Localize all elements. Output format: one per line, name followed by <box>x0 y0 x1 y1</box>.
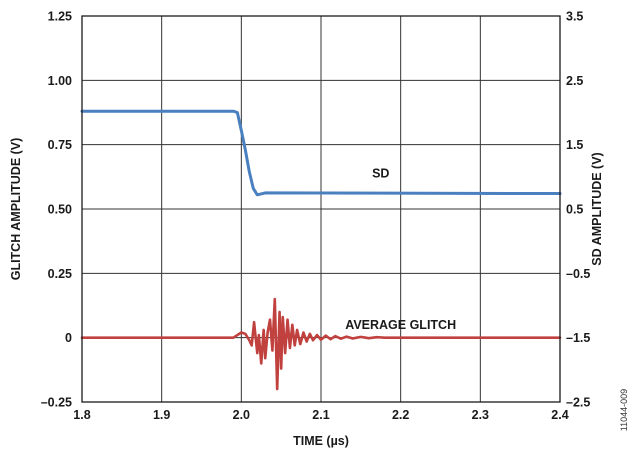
sd-series-line <box>80 109 562 197</box>
y-tick-label-right: 3.5 <box>566 10 583 24</box>
x-axis-title: TIME (µs) <box>293 434 349 448</box>
figure-id: 11044-009 <box>619 389 629 431</box>
y-tick-label-right: 1.5 <box>566 138 583 152</box>
y-tick-label-right: –1.5 <box>566 331 590 345</box>
x-tick-label: 2.1 <box>312 408 329 422</box>
y-tick-label-left: 1.00 <box>48 74 72 88</box>
tick-labels: 1.8 1.9 2.0 2.1 2.2 2.3 2.4 1.25 3.5 1.00 2.5 0.75 1… <box>41 10 591 423</box>
x-tick-label: 2.4 <box>551 408 568 422</box>
y-tick-label-left: 1.25 <box>48 10 72 24</box>
y-tick-label-left: 0 <box>65 331 72 345</box>
y-tick-label-left: 0.50 <box>48 203 72 217</box>
plot-frame <box>81 15 561 403</box>
sd-series-label: SD <box>372 167 389 181</box>
y-tick-label-left: –0.25 <box>41 396 72 410</box>
x-tick-label: 2.3 <box>472 408 489 422</box>
y-tick-label-right: 2.5 <box>566 74 583 88</box>
grid <box>82 16 560 402</box>
x-tick-label: 2.0 <box>233 408 250 422</box>
y-tick-label-right: –2.5 <box>566 396 590 410</box>
x-tick-label: 1.9 <box>153 408 170 422</box>
y-axis-right-title: SD AMPLITUDE (V) <box>590 152 604 265</box>
y-tick-label-left: 0.75 <box>48 138 72 152</box>
x-tick-label: 2.2 <box>392 408 409 422</box>
series-layer <box>80 109 562 391</box>
y-tick-label-right: 0.5 <box>566 203 583 217</box>
y-axis-left-title: GLITCH AMPLITUDE (V) <box>9 138 23 281</box>
average-glitch-series-line <box>80 297 562 391</box>
x-tick-label: 1.8 <box>73 408 90 422</box>
y-tick-label-right: –0.5 <box>566 267 590 281</box>
y-tick-label-left: 0.25 <box>48 267 72 281</box>
average-glitch-series-label: AVERAGE GLITCH <box>345 318 456 332</box>
